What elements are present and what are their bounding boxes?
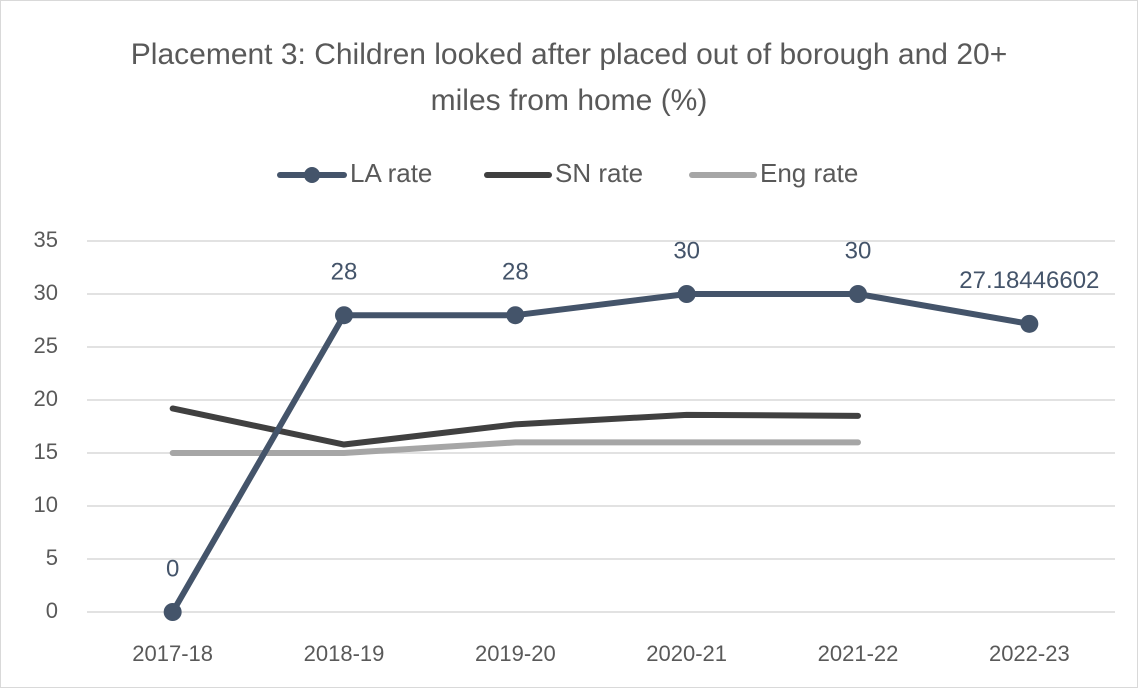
x-tick-label: 2022-23 [989,641,1070,666]
series-line [169,291,1033,615]
data-label: 28 [331,259,358,286]
data-label: 28 [502,259,529,286]
chart-title: Placement 3: Children looked after place… [130,38,1008,117]
x-tick-label: 2021-22 [818,641,899,666]
legend-label: SN rate [555,158,643,188]
legend-label: Eng rate [760,158,858,188]
x-tick-label: 2020-21 [646,641,727,666]
legend-marker [304,167,320,183]
marker [163,603,182,621]
x-tick-label: 2018-19 [304,641,385,666]
data-label: 27.18446602 [959,267,1099,294]
y-tick-label: 5 [46,545,58,570]
y-tick-label: 25 [34,333,58,358]
x-tick-label: 2017-18 [132,641,213,666]
series-line [169,405,861,448]
y-tick-label: 35 [34,227,58,252]
y-tick-label: 15 [34,439,58,464]
y-tick-label: 30 [34,280,58,305]
y-tick-label: 10 [34,492,58,517]
marker [677,285,696,303]
marker [849,285,867,303]
legend-label: LA rate [350,158,432,188]
data-label: 0 [166,555,179,582]
marker [1020,314,1039,333]
data-label: 30 [845,237,872,264]
y-tick-label: 0 [46,598,58,623]
marker [506,306,525,325]
data-label: 30 [673,237,700,264]
marker [335,306,353,325]
x-tick-label: 2019-20 [475,641,556,666]
y-tick-label: 20 [34,386,58,411]
series-line [169,439,861,456]
